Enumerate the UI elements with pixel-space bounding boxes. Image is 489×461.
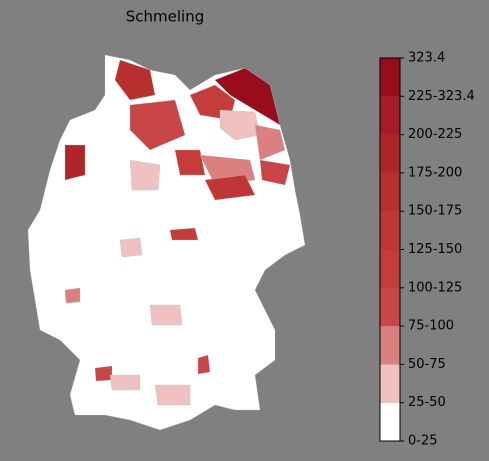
region: [114, 59, 156, 101]
germany-map: [27, 54, 306, 431]
colorbar-segment: [380, 96, 400, 135]
colorbar-label: 175-200: [408, 165, 462, 180]
colorbar-label: 0-25: [408, 434, 438, 449]
map-title: Schmeling: [126, 8, 204, 26]
colorbar-segment: [380, 58, 400, 97]
region: [154, 384, 191, 406]
colorbar-segment: [380, 134, 400, 173]
region: [197, 354, 211, 375]
region: [94, 365, 113, 382]
colorbar-label: 150-175: [408, 204, 462, 219]
region: [64, 144, 86, 181]
region: [174, 149, 206, 176]
region: [169, 227, 199, 241]
colorbar: 0-25 25-50 50-75 75-100 100-125 125-150 150-17…: [379, 51, 475, 449]
region: [109, 374, 141, 391]
colorbar-label: 75-100: [408, 319, 454, 334]
region: [129, 99, 186, 151]
colorbar-label: 100-125: [408, 280, 462, 295]
colorbar-label: 225-323.4: [408, 89, 475, 104]
colorbar-segment: [380, 326, 400, 365]
colorbar-segment: [380, 287, 400, 327]
region: [214, 67, 281, 126]
region: [254, 124, 286, 161]
region: [259, 159, 291, 186]
colorbar-segment: [380, 249, 400, 288]
colorbar-label: 50-75: [408, 357, 446, 372]
region: [149, 304, 183, 326]
colorbar-label: 25-50: [408, 395, 446, 410]
colorbar-label: 200-225: [408, 127, 462, 142]
region: [129, 159, 161, 191]
colorbar-segment: [380, 172, 400, 212]
colorbar-label: 125-150: [408, 242, 462, 257]
region: [119, 237, 143, 258]
colorbar-label: 323.4: [408, 51, 445, 66]
colorbar-segment: [380, 402, 400, 441]
colorbar-segment: [380, 364, 400, 403]
region: [64, 287, 81, 304]
colorbar-segment: [380, 211, 400, 250]
region: [204, 174, 256, 201]
region: [219, 109, 261, 141]
